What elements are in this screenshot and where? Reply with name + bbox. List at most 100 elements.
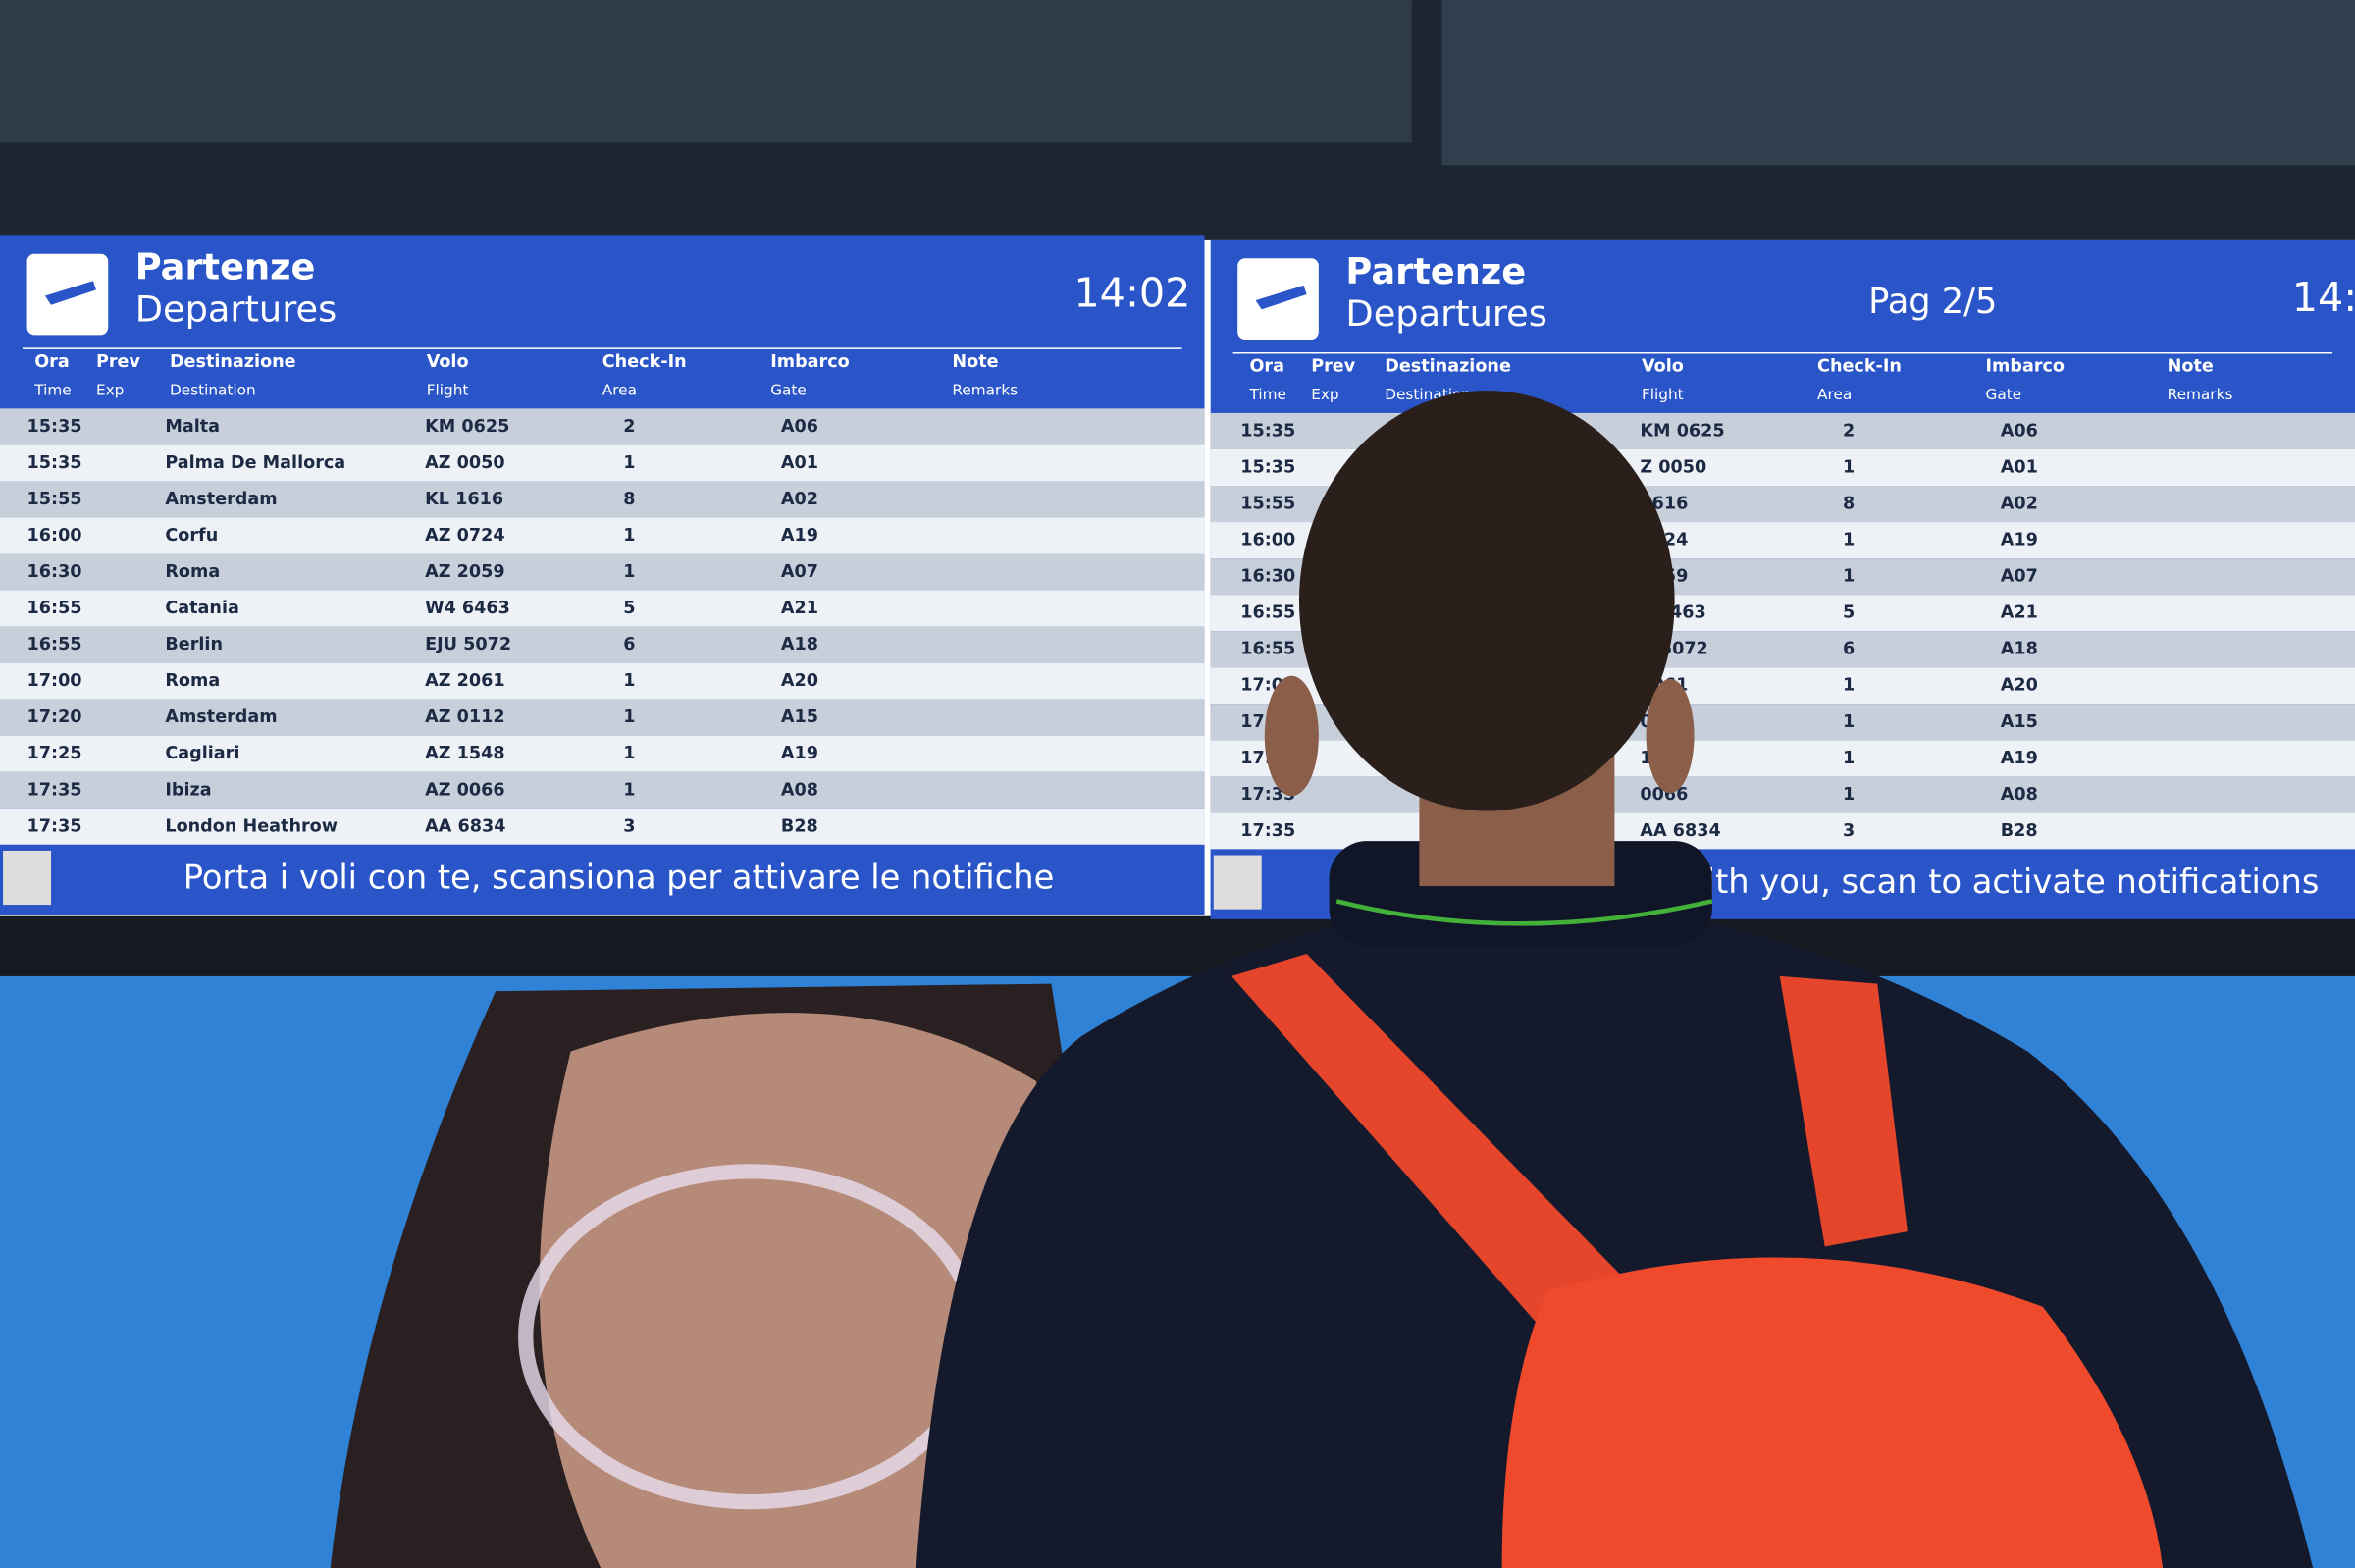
ear <box>1264 675 1319 797</box>
cell: 17:25 <box>27 744 82 763</box>
header-it: Note <box>952 352 998 372</box>
cell: A06 <box>781 417 818 437</box>
qr <box>1213 855 1262 910</box>
cell: Amsterdam <box>165 490 277 509</box>
cell: 1 <box>1843 785 1855 805</box>
cell: A01 <box>781 453 818 473</box>
cell: Berlin <box>165 635 223 654</box>
row-bg <box>0 590 1205 627</box>
clock: 14: <box>2292 274 2355 321</box>
cell: A15 <box>781 707 818 727</box>
header-it: Check-In <box>602 352 687 372</box>
cell: A20 <box>2001 676 2038 696</box>
cell: 16:55 <box>1240 640 1295 659</box>
header-en: Gate <box>770 381 807 398</box>
cell: 1 <box>1843 712 1855 732</box>
header-it: Ora <box>34 352 70 372</box>
header-en: Time <box>1248 386 1285 403</box>
cell: 17:35 <box>27 780 82 800</box>
cell: AA 6834 <box>1640 821 1720 841</box>
cell: 1 <box>623 453 635 473</box>
cell: A21 <box>2001 603 2038 623</box>
cell: 1 <box>623 780 635 800</box>
cell: 1 <box>623 707 635 727</box>
cell: AA 6834 <box>425 816 505 836</box>
collar-stripe <box>1335 899 1713 926</box>
cell: AZ 0112 <box>425 707 504 727</box>
cell: 1 <box>1843 458 1855 478</box>
cell: 3 <box>1843 821 1855 841</box>
cell: 16:55 <box>27 599 82 618</box>
clock: 14:02 <box>1073 270 1190 317</box>
cell: A07 <box>2001 567 2038 587</box>
cell: KM 0625 <box>425 417 509 437</box>
cell: A20 <box>781 671 818 691</box>
cell: 17:0 <box>1240 676 1283 696</box>
cell: 17:35 <box>27 816 82 836</box>
header-it: Note <box>2168 356 2214 376</box>
cell: 1 <box>623 671 635 691</box>
cell: 2 <box>1843 421 1855 441</box>
cell: Ibiza <box>165 780 211 800</box>
cell: 5 <box>623 599 635 618</box>
cell: 1 <box>623 526 635 546</box>
row-bg <box>0 735 1205 772</box>
cell: Palma De Mallorca <box>165 453 345 473</box>
row-bg <box>0 444 1205 482</box>
cell: A19 <box>781 526 818 546</box>
header-it: Prev <box>96 352 141 372</box>
cell: 16:30 <box>1240 567 1295 587</box>
cell: 16:30 <box>27 562 82 582</box>
title-it: Partenze <box>1345 250 1526 292</box>
page-number: Pag 2/5 <box>1868 282 1997 322</box>
header-en: Exp <box>96 381 124 398</box>
footer: with you, scan to activate notifications <box>1679 862 2319 901</box>
row-bg <box>0 553 1205 591</box>
header-it: Destinazione <box>1385 356 1511 376</box>
backpack <box>1501 1257 2164 1568</box>
cell: AZ 1548 <box>425 744 504 763</box>
header-en: Destination <box>170 381 256 398</box>
header-it: Volo <box>1642 356 1684 376</box>
cell: 1 <box>623 744 635 763</box>
cell: 15:35 <box>27 417 82 437</box>
header-en: Gate <box>1985 386 2021 403</box>
cell: A21 <box>781 599 818 618</box>
row-bg <box>0 771 1205 809</box>
cell: A06 <box>2001 421 2038 441</box>
header-it: Imbarco <box>1985 356 2065 376</box>
cell: 8 <box>1843 495 1855 514</box>
cell: 1 <box>1843 567 1855 587</box>
row-bg <box>1210 776 2355 813</box>
upper-screen <box>1441 0 2355 166</box>
qr <box>3 850 52 906</box>
footer-bg <box>0 844 1205 915</box>
header-en: Area <box>602 381 637 398</box>
row-bg <box>0 517 1205 554</box>
cell: 6 <box>623 635 635 654</box>
header-it: Ora <box>1249 356 1284 376</box>
cell: A02 <box>2001 495 2038 514</box>
cell: A15 <box>2001 712 2038 732</box>
header-it: Destinazione <box>170 352 296 372</box>
person <box>916 390 2314 1568</box>
cell: A07 <box>781 562 818 582</box>
title-en: Departures <box>135 287 337 330</box>
cell: 17:00 <box>27 671 82 691</box>
cell: AZ 2059 <box>425 562 504 582</box>
cell: A19 <box>2001 749 2038 768</box>
cell: A08 <box>781 780 818 800</box>
upper-screen <box>0 0 1412 143</box>
cell: KM 0625 <box>1640 421 1724 441</box>
title-en: Departures <box>1345 292 1546 335</box>
cell: 16:00 <box>1240 531 1295 550</box>
cell: 6 <box>1843 640 1855 659</box>
cell: W4 6463 <box>425 599 510 618</box>
header-it: Volo <box>427 352 469 372</box>
cell: Roma <box>165 671 220 691</box>
cell: 8 <box>623 490 635 509</box>
cell: 1 <box>1843 531 1855 550</box>
cell: AZ 2061 <box>425 671 504 691</box>
cell: 1 <box>623 562 635 582</box>
